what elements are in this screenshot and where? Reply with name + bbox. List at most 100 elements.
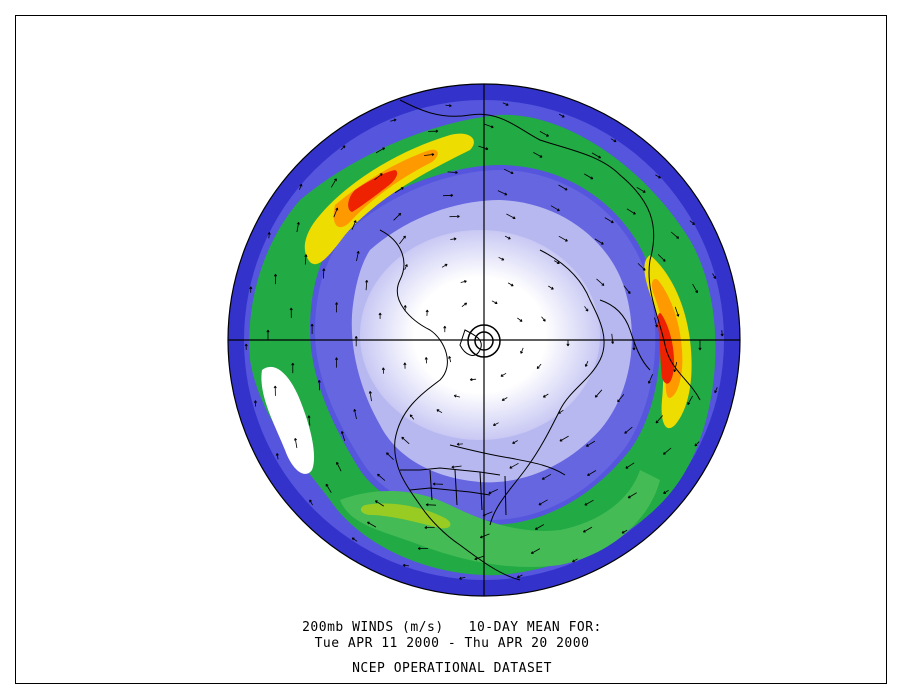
wind-arrow [469,377,477,382]
wind-arrow [365,279,369,291]
wind-arrow [517,317,523,322]
polar-calm-core [360,230,600,440]
wind-arrow [692,283,698,294]
wind-arrow [623,285,631,294]
wind-arrow [585,440,596,447]
wind-arrow [386,452,394,460]
jet-core-asia-red [348,170,398,212]
wind-arrow [378,312,382,319]
jet-lobe-america [340,470,660,568]
wind-arrow [289,307,293,318]
wind-arrow [291,362,295,374]
wind-arrow [354,336,358,347]
wind-arrow [530,548,541,554]
wind-arrow [492,422,499,426]
jet-core-asia-yellow [304,133,474,265]
wind-arrow [594,238,604,245]
wind-arrow [520,347,524,354]
wind-arrow [491,300,498,304]
wind-arrow [534,524,545,530]
wind-arrow [584,499,594,506]
wind-arrow [432,482,444,486]
wind-arrow [299,183,303,190]
wind-arrow [584,306,589,312]
wind-arrow [626,208,636,215]
wind-arrow [374,500,385,507]
wind-arrow [674,306,680,317]
wind-arrow [591,152,602,159]
wind-arrow [550,205,560,212]
wind-arrow [443,325,447,333]
wind-arrow [417,546,429,551]
wind-arrow [687,395,693,405]
wind-arrow [627,492,637,499]
wind-arrow [541,316,546,322]
wind-arrow [402,563,409,567]
plot-frame [15,15,887,684]
wind-arrow [393,212,402,221]
wind-arrow [456,442,463,446]
wind-arrow [657,254,666,262]
jet-lobe-america-lime [360,503,451,529]
wind-arrow [351,537,358,542]
wind-arrow [425,503,437,507]
wind-arrow [509,462,519,469]
wind-arrow [596,278,605,286]
wind-arrow [375,147,386,154]
wind-arrow [333,207,339,218]
wind-arrow [449,214,460,219]
wind-arrow [368,390,372,402]
wind-vectors [244,102,724,580]
wind-arrow [253,400,257,407]
wind-arrow [399,235,406,245]
wind-arrow [594,389,603,398]
wind-arrow [587,470,597,476]
wind-arrow [307,415,311,426]
wind-arrow [500,372,507,377]
wind-arrow [559,435,569,442]
wind-arrow [453,394,461,398]
wind-arrow [689,220,695,225]
wind-arrow [461,302,468,308]
wind-arrow [404,264,408,270]
wind-arrow [637,263,646,271]
wind-arrow [507,282,514,287]
wind-arrow [698,340,702,351]
wind-arrow [558,409,564,414]
wind-arrow [648,374,653,384]
wind-arrow [309,499,313,506]
caption-title: 200mb WINDS (m/s) 10-DAY MEAN FOR: [302,620,602,635]
wind-arrow [610,138,617,143]
wind-arrow [720,330,724,337]
wind-arrow [335,357,339,368]
wind-arrow [497,190,508,196]
wind-arrow [542,393,549,398]
wind-arrow [548,285,554,290]
wind-arrow [558,184,568,191]
wind-arrow [632,340,636,351]
wind-arrow [516,574,523,579]
wind-arrow [336,461,342,472]
wind-arrow [409,414,415,420]
wind-arrow [617,393,625,403]
wind-arrow [394,187,404,194]
wind-arrow [655,174,661,179]
wind-arrow [504,235,511,240]
wind-arrow [611,333,615,344]
wind-arrow [377,473,386,481]
globe-outline [227,83,741,597]
wind-arrow [451,465,462,469]
wind-arrow [654,317,659,328]
wind-arrow [488,489,498,495]
wind-arrow [322,268,326,279]
wind-arrow [498,256,505,261]
wind-arrow [714,387,718,394]
wind-arrow [325,483,332,493]
wind-arrow [401,436,410,445]
wind-arrow [403,305,407,312]
wind-arrow [533,152,543,158]
wind-arrow [584,173,594,180]
caption-date-range: Tue APR 11 2000 - Thu APR 20 2000 [314,636,590,651]
calm-patch-pacific [261,366,315,474]
